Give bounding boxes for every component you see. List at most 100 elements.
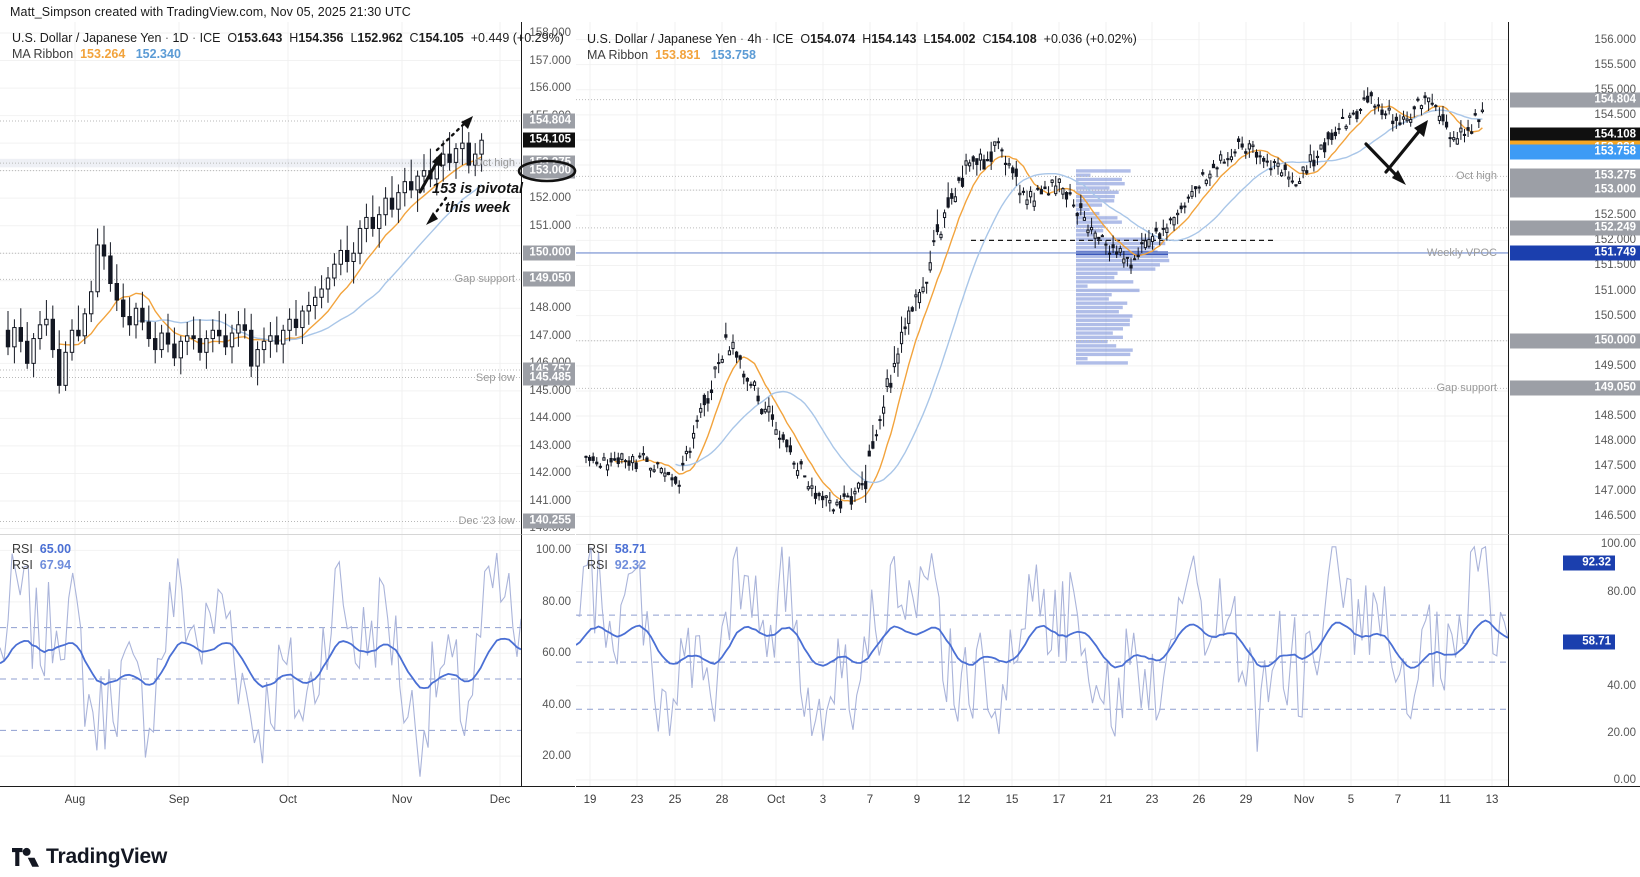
price-tick: 152.000 bbox=[529, 192, 571, 205]
price-tick: 144.000 bbox=[529, 412, 571, 425]
time-tick: Oct bbox=[767, 794, 785, 806]
rsi-tick: 0.00 bbox=[1613, 773, 1636, 786]
price-tick: 152.000 bbox=[1594, 234, 1636, 247]
price-tick: 145.000 bbox=[529, 384, 571, 397]
left-chart-annotation: 153 is pivotal this week bbox=[432, 180, 523, 218]
price-tick: 151.000 bbox=[1594, 284, 1636, 297]
time-tick: 29 bbox=[1239, 794, 1253, 806]
time-tick: 21 bbox=[1099, 794, 1113, 806]
time-tick: 23 bbox=[630, 794, 644, 806]
left-time-scale[interactable]: Aug Sep Oct Nov Dec bbox=[0, 786, 575, 816]
price-tick: 146.500 bbox=[1594, 510, 1636, 523]
pivot-ellipse-marker bbox=[517, 159, 577, 182]
time-tick: Oct bbox=[279, 794, 297, 806]
left-level-label: Gap support bbox=[454, 273, 515, 286]
credit-line: Matt_Simpson created with TradingView.co… bbox=[10, 5, 411, 19]
left-level-label: Sep low bbox=[475, 371, 515, 384]
time-tick: 13 bbox=[1485, 794, 1499, 806]
annotation-line-2: this week bbox=[444, 200, 511, 216]
time-tick: 25 bbox=[668, 794, 682, 806]
right-rsi-scale[interactable]: 100.00 80.00 40.00 20.00 0.00 92.32 58.71 bbox=[1508, 534, 1640, 786]
time-tick: Sep bbox=[168, 794, 190, 806]
rsi-tick: 20.00 bbox=[1607, 726, 1636, 739]
rsi-tick: 60.00 bbox=[542, 647, 571, 660]
right-time-scale[interactable]: 19 23 25 28 Oct 3 7 9 12 15 17 21 23 26 29 Nov 5 7 11 13 bbox=[576, 786, 1640, 816]
price-tag: 145.485 bbox=[523, 370, 575, 385]
time-tick: 28 bbox=[715, 794, 729, 806]
price-tag: 150.000 bbox=[1510, 333, 1640, 349]
price-tick: 157.000 bbox=[529, 54, 571, 67]
time-tick: 7 bbox=[1394, 794, 1402, 806]
right-price-canvas bbox=[576, 22, 1508, 534]
price-tag: 153.758 bbox=[1510, 144, 1640, 160]
rsi-tick: 80.00 bbox=[1607, 585, 1636, 598]
time-tick: Aug bbox=[64, 794, 86, 806]
left-chart-rsi-pane[interactable] bbox=[0, 534, 521, 786]
price-tick: 150.500 bbox=[1594, 309, 1636, 322]
price-tick: 154.500 bbox=[1594, 108, 1636, 121]
rsi-tick: 80.00 bbox=[542, 595, 571, 608]
time-tick: 7 bbox=[866, 794, 874, 806]
time-tick: Dec bbox=[489, 794, 511, 806]
left-level-label: Oct high bbox=[474, 157, 515, 170]
rsi-tag: 58.71 bbox=[1563, 634, 1615, 650]
rsi-tag: 92.32 bbox=[1563, 555, 1615, 570]
price-tick: 147.000 bbox=[529, 329, 571, 342]
time-tick: 3 bbox=[819, 794, 827, 806]
price-tick: 149.500 bbox=[1594, 359, 1636, 372]
left-price-scale[interactable]: 158.000157.000156.000155.000154.000153.0… bbox=[521, 22, 575, 534]
price-tag: 149.050 bbox=[523, 271, 575, 287]
price-tag: 153.275 bbox=[1510, 168, 1640, 184]
time-tick: Nov bbox=[391, 794, 413, 806]
time-tick: 23 bbox=[1145, 794, 1159, 806]
right-rsi-canvas bbox=[576, 535, 1508, 786]
time-tick: 26 bbox=[1192, 794, 1206, 806]
price-tick: 158.000 bbox=[529, 27, 571, 39]
price-tag: 154.804 bbox=[1510, 92, 1640, 108]
time-tick: Nov bbox=[1293, 794, 1315, 806]
price-tick: 147.500 bbox=[1594, 460, 1636, 473]
price-tag: 154.108 bbox=[1510, 127, 1640, 143]
time-tick: 17 bbox=[1052, 794, 1066, 806]
price-tick: 142.000 bbox=[529, 467, 571, 480]
price-tag: 154.804 bbox=[523, 113, 575, 129]
price-tag: 153.000 bbox=[1510, 182, 1640, 198]
price-tick: 152.500 bbox=[1594, 209, 1636, 222]
price-tick: 147.000 bbox=[1594, 485, 1636, 498]
right-chart-rsi-pane[interactable] bbox=[576, 534, 1508, 786]
right-level-label: Oct high bbox=[1456, 170, 1497, 183]
right-level-label: Gap support bbox=[1436, 382, 1497, 395]
price-tick: 148.500 bbox=[1594, 410, 1636, 423]
rsi-tick: 20.00 bbox=[542, 750, 571, 763]
rsi-tick: 40.00 bbox=[542, 698, 571, 711]
time-tick: 19 bbox=[583, 794, 597, 806]
price-tick: 141.000 bbox=[529, 494, 571, 507]
tradingview-wordmark: TradingView bbox=[46, 845, 168, 868]
left-rsi-canvas bbox=[0, 535, 521, 786]
time-tick: 9 bbox=[913, 794, 921, 806]
right-level-label: Weekly VPOC bbox=[1426, 246, 1497, 259]
left-chart-price-pane[interactable] bbox=[0, 22, 521, 534]
time-tick: 11 bbox=[1439, 794, 1451, 806]
price-tick: 143.000 bbox=[529, 439, 571, 452]
right-chart-price-pane[interactable] bbox=[576, 22, 1508, 534]
price-tag: 151.749 bbox=[1510, 245, 1640, 261]
price-tag: 149.050 bbox=[1510, 380, 1640, 396]
rsi-tick: 40.00 bbox=[1607, 679, 1636, 692]
price-tag: 152.249 bbox=[1510, 220, 1640, 236]
price-tick: 151.500 bbox=[1594, 259, 1636, 272]
time-tick: 15 bbox=[1005, 794, 1019, 806]
price-tick: 155.500 bbox=[1594, 58, 1636, 71]
left-rsi-scale[interactable]: 100.00 80.00 60.00 40.00 20.00 bbox=[521, 534, 575, 786]
price-tag: 153.000 bbox=[523, 163, 575, 179]
right-price-scale[interactable]: 156.000 155.500 155.000 154.500 152.500 152.0… bbox=[1508, 22, 1640, 562]
time-tick: 12 bbox=[957, 794, 971, 806]
annotation-line-1: 153 is pivotal bbox=[432, 181, 524, 197]
tradingview-logo: TradingView bbox=[12, 845, 167, 869]
price-tick: 156.000 bbox=[1594, 33, 1636, 46]
price-tick: 148.000 bbox=[529, 302, 571, 315]
price-tick: 156.000 bbox=[529, 82, 571, 95]
price-tick: 148.000 bbox=[1594, 435, 1636, 448]
tradingview-mark-icon bbox=[12, 847, 39, 867]
price-tag: 140.255 bbox=[523, 513, 575, 529]
